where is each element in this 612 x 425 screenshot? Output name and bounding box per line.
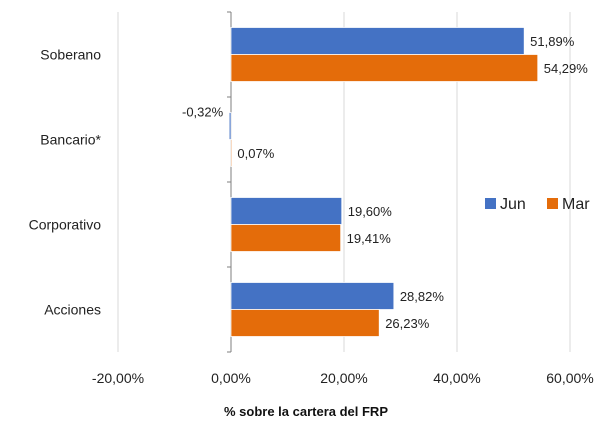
bar-mar-1 xyxy=(230,139,233,167)
x-tick-label-4: 60,00% xyxy=(546,370,593,386)
legend-label-mar: Mar xyxy=(562,196,590,213)
category-label-0: Soberano xyxy=(40,47,101,63)
data-label-mar-0: 54,29% xyxy=(544,61,589,76)
legend-swatch-jun xyxy=(485,198,496,209)
category-label-3: Acciones xyxy=(44,302,101,318)
x-tick-label-3: 40,00% xyxy=(433,370,480,386)
x-tick-label-2: 20,00% xyxy=(320,370,367,386)
data-label-mar-2: 19,41% xyxy=(347,231,392,246)
bar-mar-0 xyxy=(230,54,539,82)
legend-label-jun: Jun xyxy=(500,196,526,213)
legend-swatch-mar xyxy=(547,198,558,209)
x-axis-label: % sobre la cartera del FRP xyxy=(223,404,388,419)
bar-mar-2 xyxy=(230,224,342,252)
bar-jun-0 xyxy=(230,27,525,55)
data-label-mar-1: 0,07% xyxy=(237,146,274,161)
data-label-jun-0: 51,89% xyxy=(530,34,575,49)
bar-jun-1 xyxy=(228,112,232,140)
bar-jun-3 xyxy=(230,282,395,310)
legend: Jun Mar xyxy=(485,196,590,213)
data-label-jun-2: 19,60% xyxy=(348,204,393,219)
x-tick-label-0: -20,00% xyxy=(92,370,144,386)
bar-jun-2 xyxy=(230,197,343,225)
data-label-jun-1: -0,32% xyxy=(182,105,224,120)
bar-mar-3 xyxy=(230,309,380,337)
x-tick-label-1: 0,00% xyxy=(211,370,251,386)
category-label-1: Bancario* xyxy=(40,132,101,148)
data-label-jun-3: 28,82% xyxy=(400,289,445,304)
category-label-2: Corporativo xyxy=(29,217,102,233)
data-label-mar-3: 26,23% xyxy=(385,316,430,331)
